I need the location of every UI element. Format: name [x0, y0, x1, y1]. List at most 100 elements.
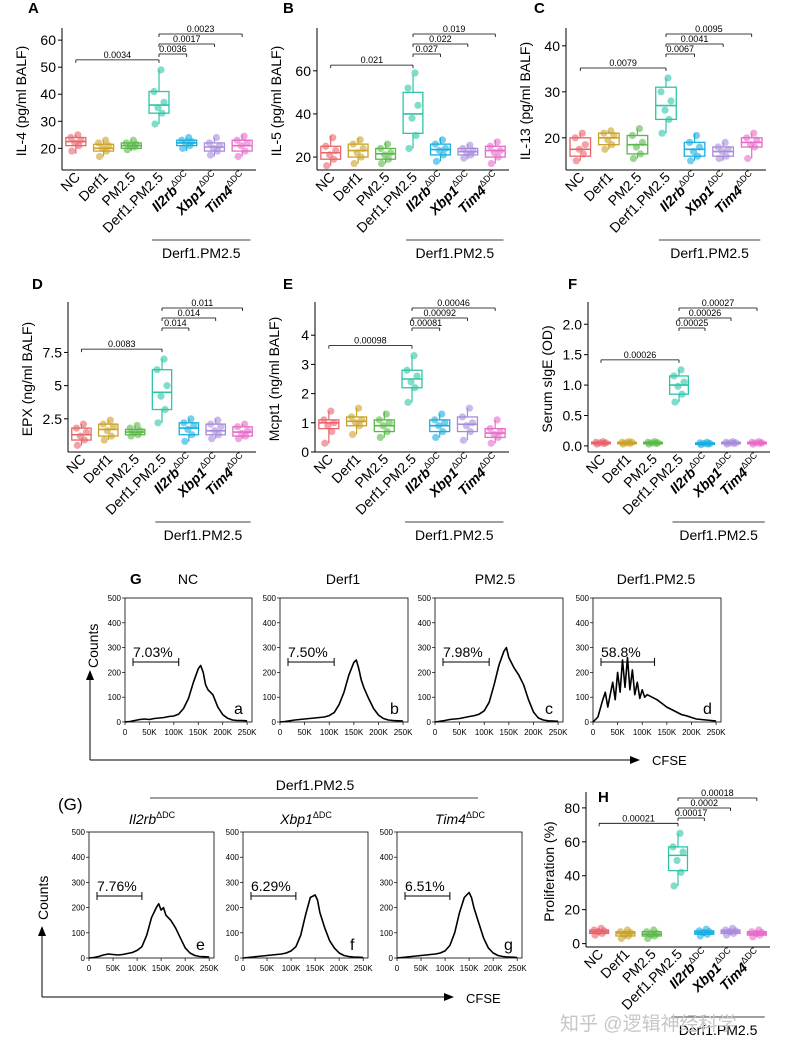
y-tick-label: 300 [380, 878, 394, 887]
histogram-curve [592, 656, 717, 723]
pvalue-bracket: 0.014 [161, 308, 217, 321]
x-tick-label: 150K [306, 964, 325, 973]
data-point [628, 131, 637, 140]
data-point [670, 882, 678, 890]
data-point [330, 419, 338, 427]
data-point [607, 127, 615, 135]
subpanel-letter: g [504, 937, 513, 954]
cfse-axis-label-top: CFSE [652, 753, 687, 768]
data-point [349, 140, 357, 148]
x-tick-label: 200K [213, 728, 232, 737]
pvalue-label: 0.0067 [667, 44, 695, 54]
box [151, 369, 173, 411]
data-point [469, 146, 477, 155]
y-tick-label: 300 [263, 644, 277, 653]
pvalue-bracket: 0.011 [161, 298, 243, 311]
x-tick-superscript: ΔDC [687, 450, 708, 471]
y-tick-label: 60 [40, 32, 56, 48]
x-tick-label: 150K [345, 728, 364, 737]
box-group-3 [148, 66, 170, 128]
data-point [658, 129, 666, 137]
data-point [359, 144, 367, 153]
box-group-1 [615, 926, 636, 943]
box-group-3 [655, 74, 677, 137]
box-group-5 [456, 404, 479, 444]
data-point [160, 98, 168, 106]
plot-frame [124, 597, 253, 723]
x-tick-label: 100K [436, 964, 455, 973]
y-tick-label: 3 [301, 356, 309, 372]
y-tick-label: 0.5 [563, 408, 583, 424]
y-tick-label: 400 [226, 853, 240, 862]
data-point [661, 106, 669, 114]
data-point [486, 425, 494, 433]
box-group-3 [667, 829, 689, 890]
data-point [205, 139, 214, 147]
x-tick-label: 250K [354, 964, 373, 973]
data-point [413, 372, 421, 380]
y-tick-label: 30 [40, 113, 56, 129]
data-point [353, 149, 361, 157]
x-tick-label: 100K [165, 728, 184, 737]
box-group-6 [484, 416, 506, 447]
y-tick-label: 20 [564, 902, 580, 918]
data-point [347, 413, 356, 421]
data-point [743, 134, 751, 142]
data-point [674, 382, 682, 390]
pvalue-label: 0.0041 [681, 34, 709, 44]
group-bracket-label: Derf1.PM2.5 [415, 527, 494, 543]
pvalue-label: 0.00046 [437, 298, 470, 308]
pvalue-label: 0.00026 [624, 350, 657, 360]
pvalue-bracket: 0.0083 [81, 339, 163, 353]
data-point [354, 404, 363, 412]
pvalue-label: 0.027 [415, 44, 438, 54]
box-group-0 [589, 924, 610, 939]
x-tick-label: 200K [682, 728, 701, 737]
title-gene: Xbp1 [279, 811, 313, 827]
data-point [689, 148, 698, 156]
box-group-0 [590, 438, 612, 448]
x-tick-label: 0 [241, 964, 246, 973]
box-group-6 [746, 438, 768, 448]
box-group-1 [97, 416, 119, 444]
histogram-curve [279, 659, 404, 723]
counts-axis-label-top: Counts [85, 624, 101, 668]
y-tick-label: 400 [263, 619, 277, 628]
data-point [616, 928, 625, 936]
data-point [496, 427, 504, 436]
data-point [184, 425, 192, 434]
x-tick-label: 200K [330, 964, 349, 973]
x-tick-superscript: ΔDC [676, 168, 697, 189]
data-point [486, 142, 494, 150]
data-point [356, 136, 364, 144]
data-point [625, 438, 633, 446]
data-point [126, 424, 134, 432]
y-tick-label: 200 [226, 904, 240, 913]
pvalue-label: 0.00018 [701, 788, 734, 798]
data-point [638, 138, 647, 146]
data-point [237, 429, 246, 438]
data-point [575, 145, 583, 153]
y-tick-label: 300 [72, 878, 86, 887]
data-point [686, 157, 695, 165]
pvalue-bracket: 0.0095 [665, 24, 753, 37]
data-point [190, 421, 198, 430]
x-tick-superscript: ΔDC [477, 168, 498, 189]
panel-letter-C: C [534, 0, 545, 17]
data-point [348, 430, 357, 439]
pvalue-label: 0.0017 [173, 34, 201, 44]
box-group-2 [642, 438, 664, 448]
y-tick-label: 2 [301, 386, 309, 402]
pvalue-bracket: 0.014 [161, 318, 190, 331]
x-tick-label: 100K [320, 728, 339, 737]
data-point [241, 147, 249, 155]
x-tick-label: 250K [394, 728, 413, 737]
data-point [623, 926, 632, 934]
data-point [692, 131, 701, 140]
data-point [383, 140, 392, 148]
data-point [74, 131, 82, 139]
data-point [572, 157, 580, 165]
data-point [323, 162, 331, 170]
plot-frame [396, 831, 523, 959]
